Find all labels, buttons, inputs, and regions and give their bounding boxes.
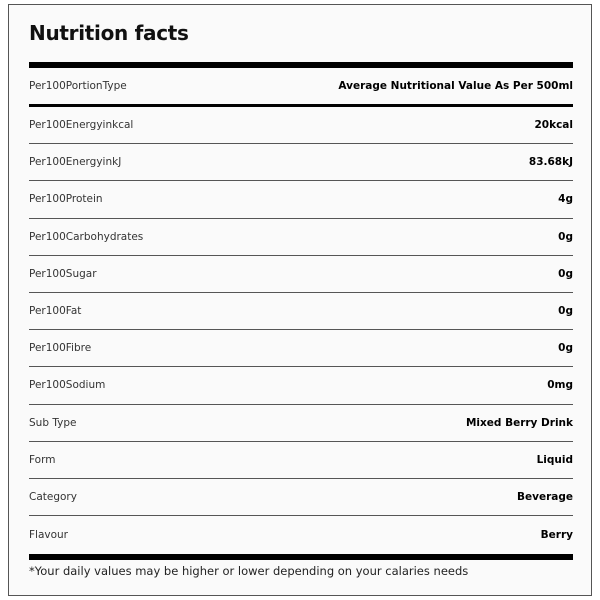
table-row: Form Liquid — [29, 442, 573, 479]
row-value: Mixed Berry Drink — [465, 416, 573, 429]
row-value: 0g — [558, 267, 573, 280]
row-value: 4g — [558, 193, 573, 206]
thick-divider — [29, 554, 573, 560]
table-row: Per100Carbohydrates 0g — [29, 219, 573, 256]
page-title: Nutrition facts — [29, 21, 189, 45]
row-value: Liquid — [536, 453, 573, 466]
table-row: Category Beverage — [29, 479, 573, 517]
table-row: Per100Sugar 0g — [29, 256, 573, 293]
row-label: Per100Sugar — [29, 267, 97, 280]
row-value: 0g — [558, 342, 573, 355]
row-label: Per100Protein — [29, 193, 103, 206]
portion-type-row: Per100PortionType Average Nutritional Va… — [29, 68, 573, 104]
row-label: Per100Energyinkcal — [29, 119, 134, 132]
row-value: 0mg — [547, 379, 573, 392]
row-value: Berry — [540, 528, 573, 541]
row-label: Per100Sodium — [29, 379, 106, 392]
thick-divider — [29, 62, 573, 68]
row-value: Average Nutritional Value As Per 500ml — [338, 80, 573, 92]
row-value: 0g — [558, 230, 573, 243]
table-row: Per100Fat 0g — [29, 293, 573, 331]
row-label: Category — [29, 490, 77, 503]
table-row: Per100Protein 4g — [29, 181, 573, 219]
thick-divider — [29, 104, 573, 107]
row-label: Sub Type — [29, 416, 77, 429]
row-label: Per100Fibre — [29, 342, 92, 355]
table-row: Sub Type Mixed Berry Drink — [29, 405, 573, 442]
row-label: Flavour — [29, 528, 69, 541]
row-value: 0g — [558, 305, 573, 318]
row-label: Per100Fat — [29, 305, 82, 318]
nutrition-table: Per100Energyinkcal 20kcal Per100EnergyinkJ… — [9, 107, 591, 553]
table-row: Per100Fibre 0g — [29, 330, 573, 368]
table-row: Per100EnergyinkJ 83.68kJ — [29, 144, 573, 182]
row-value: 20kcal — [534, 119, 573, 132]
table-row: Per100Sodium 0mg — [29, 367, 573, 405]
row-label: Per100Carbohydrates — [29, 230, 144, 243]
nutrition-facts-panel: Nutrition facts Per100PortionType Averag… — [8, 4, 592, 596]
row-label: Per100EnergyinkJ — [29, 156, 122, 169]
row-value: 83.68kJ — [528, 156, 573, 169]
row-value: Beverage — [517, 490, 573, 503]
row-label: Per100PortionType — [29, 80, 127, 92]
footnote: *Your daily values may be higher or lowe… — [29, 564, 469, 578]
table-row: Per100Energyinkcal 20kcal — [29, 107, 573, 145]
table-row: Flavour Berry — [29, 516, 573, 553]
row-label: Form — [29, 453, 56, 466]
